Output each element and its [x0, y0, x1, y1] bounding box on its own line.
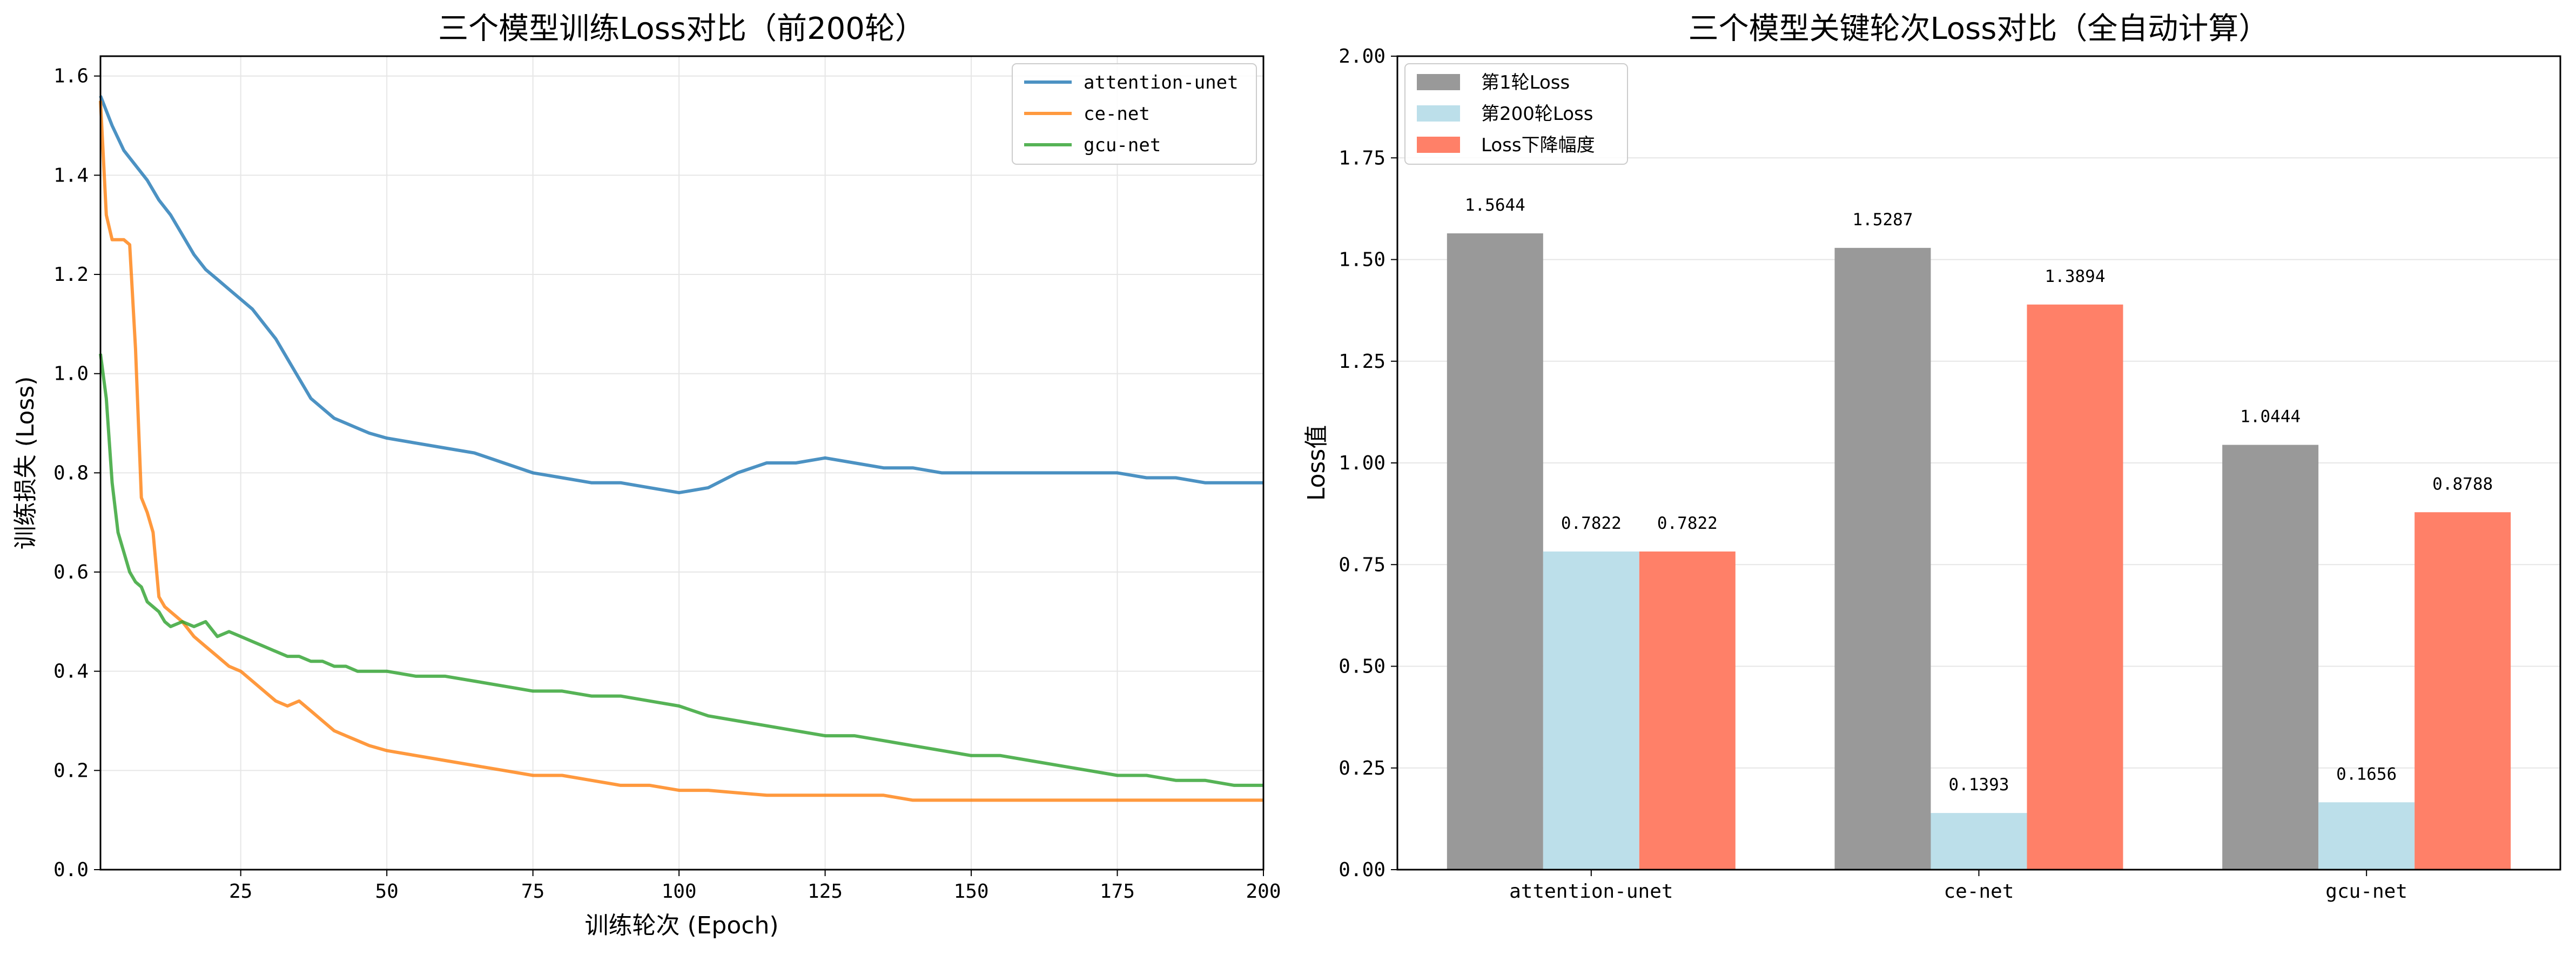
- legend-label-ce-net: ce-net: [1084, 103, 1150, 125]
- line-chart-x-tick-label: 125: [808, 880, 843, 903]
- bar-value-label: 1.5644: [1465, 196, 1525, 215]
- legend-label-gcu-net: gcu-net: [1084, 134, 1161, 156]
- bar-gcu-net-2: [2414, 512, 2511, 870]
- bar-gcu-net-1: [2318, 802, 2415, 870]
- line-chart-legend: attention-unet ce-net gcu-net: [1012, 63, 1257, 165]
- line-chart-x-tick-label: 200: [1246, 880, 1281, 903]
- bar-ce-net-0: [1834, 247, 1931, 870]
- bar-chart-y-tick-label: 0.00: [1339, 859, 1385, 881]
- bar-chart-y-tick-label: 2.00: [1339, 45, 1385, 68]
- bar-chart-y-tick-label: 0.25: [1339, 757, 1385, 779]
- line-chart: 25 50 75 100 125 150 175 200 0.0 0.2 0.4 0.6 0.8 1.0 1…: [12, 11, 1281, 939]
- bar-value-label: 0.8788: [2432, 474, 2493, 494]
- bar-chart-x-tick-label: gcu-net: [2325, 880, 2407, 903]
- line-chart-y-tick-label: 1.2: [53, 264, 89, 286]
- bar-value-label: 1.5287: [1853, 210, 1913, 230]
- line-chart-xlabel: 训练轮次 (Epoch): [584, 912, 778, 939]
- line-chart-plot-area: [100, 56, 1263, 870]
- bar-chart-x-tick-label: attention-unet: [1509, 880, 1673, 903]
- bar-chart-y-tick-label: 1.50: [1339, 249, 1385, 271]
- bar-chart-y-tick-label: 1.25: [1339, 351, 1385, 373]
- bar-value-label: 1.0444: [2240, 407, 2301, 427]
- line-chart-y-tick-label: 1.6: [53, 65, 89, 88]
- bar-chart-ylabel: Loss值: [1303, 425, 1330, 501]
- line-chart-series: [99, 95, 1263, 802]
- bar-chart: 1.5644 0.7822 0.7822 1.5287 0.1393 1.3894 1.04…: [1303, 11, 2561, 903]
- bar-chart-bars: 1.5644 0.7822 0.7822 1.5287 0.1393 1.3894 1.04…: [1447, 196, 2511, 870]
- legend-swatch-2: [1417, 137, 1460, 153]
- line-chart-legend-box: [1012, 63, 1257, 165]
- legend-label-1: 第200轮Loss: [1481, 103, 1593, 125]
- bar-value-label: 0.1656: [2336, 764, 2397, 784]
- legend-swatch-1: [1417, 105, 1460, 122]
- series-line-ce-net: [99, 100, 1263, 802]
- line-chart-x-tick-label: 100: [662, 880, 697, 903]
- line-chart-x-tick-label: 175: [1100, 880, 1135, 903]
- bar-value-label: 0.1393: [1949, 775, 2009, 795]
- bar-chart-legend-box: [1404, 63, 1628, 165]
- line-chart-x-tick-label: 25: [229, 880, 252, 903]
- legend-swatch-0: [1417, 74, 1460, 90]
- line-chart-y-tick-label: 0.2: [53, 759, 89, 782]
- line-chart-y-tick-label: 0.4: [53, 661, 89, 683]
- line-chart-x-tick-label: 50: [375, 880, 398, 903]
- line-chart-title: 三个模型训练Loss对比（前200轮）: [438, 11, 925, 46]
- bar-chart-y-tick-label: 0.75: [1339, 554, 1385, 576]
- bar-attention-unet-0: [1447, 233, 1543, 870]
- bar-chart-ticks: 0.00 0.25 0.50 0.75 1.00 1.25 1.50 1.75 2.00 atte…: [1339, 45, 2407, 903]
- line-chart-y-tick-label: 0.8: [53, 462, 89, 484]
- bar-gcu-net-0: [2222, 445, 2319, 870]
- bar-chart-y-tick-label: 1.75: [1339, 147, 1385, 169]
- line-chart-x-tick-label: 75: [521, 880, 544, 903]
- bar-attention-unet-1: [1543, 552, 1639, 870]
- bar-ce-net-2: [2027, 304, 2123, 870]
- bar-chart-x-tick-label: ce-net: [1943, 880, 2014, 903]
- bar-value-label: 0.7822: [1561, 514, 1622, 533]
- series-line-gcu-net: [99, 353, 1263, 787]
- line-chart-y-tick-label: 1.0: [53, 363, 89, 385]
- bar-value-label: 0.7822: [1657, 514, 1718, 533]
- line-chart-y-tick-label: 0.6: [53, 561, 89, 583]
- bar-value-label: 1.3894: [2045, 267, 2106, 286]
- line-chart-y-tick-label: 1.4: [53, 164, 89, 186]
- legend-label-0: 第1轮Loss: [1481, 72, 1570, 93]
- line-chart-x-tick-label: 150: [954, 880, 989, 903]
- bar-attention-unet-2: [1639, 552, 1736, 870]
- line-chart-y-tick-label: 0.0: [53, 859, 89, 881]
- bar-chart-y-tick-label: 0.50: [1339, 656, 1385, 678]
- series-line-attention-unet: [99, 95, 1263, 495]
- legend-label-attention-unet: attention-unet: [1084, 72, 1239, 93]
- bar-chart-title: 三个模型关键轮次Loss对比（全自动计算）: [1689, 11, 2269, 46]
- bar-chart-legend: 第1轮Loss 第200轮Loss Loss下降幅度: [1404, 63, 1628, 165]
- bar-chart-y-tick-label: 1.00: [1339, 452, 1385, 474]
- line-chart-frame: [99, 55, 1265, 871]
- line-chart-ticks: 25 50 75 100 125 150 175 200 0.0 0.2 0.4 0.6 0.8 1.0 1…: [53, 65, 1281, 903]
- legend-label-2: Loss下降幅度: [1481, 134, 1595, 156]
- line-chart-ylabel: 训练损失 (Loss): [12, 376, 39, 550]
- bar-ce-net-1: [1931, 813, 2027, 870]
